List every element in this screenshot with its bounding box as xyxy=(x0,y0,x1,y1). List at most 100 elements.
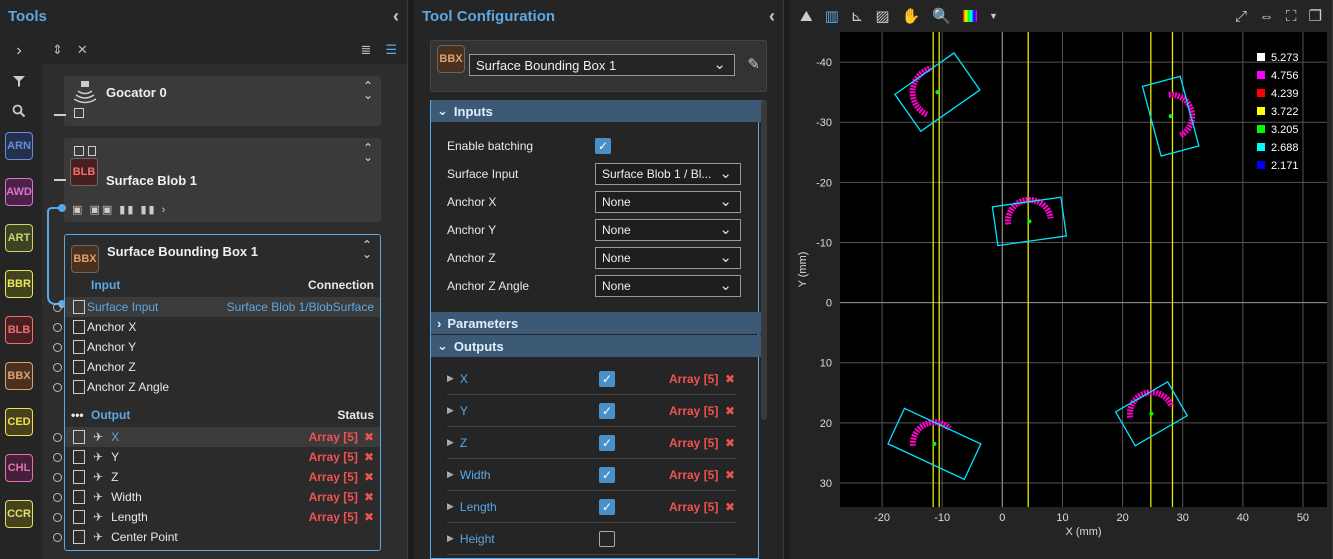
detail-view-icon[interactable]: ☰ xyxy=(385,42,397,57)
config-output-row[interactable]: ▶ Width ✓ Array [5] ✖ xyxy=(447,459,736,491)
tool-name-select[interactable]: Surface Bounding Box 1 xyxy=(469,54,735,76)
config-field-select[interactable]: None xyxy=(595,219,741,241)
output-enable-checkbox[interactable]: ✓ xyxy=(599,434,615,451)
expand-output-icon[interactable]: ▶ xyxy=(447,373,454,383)
expand-output-icon[interactable]: ▶ xyxy=(447,437,454,447)
tool-badge-bbr[interactable]: BBR xyxy=(5,270,33,298)
config-output-row[interactable]: ▶ Length ✓ Array [5] ✖ xyxy=(447,491,736,523)
fit-width-icon[interactable]: ⇔ xyxy=(1259,7,1275,25)
inputs-section-header[interactable]: ⌄ Inputs xyxy=(431,100,766,122)
output-enable-checkbox[interactable]: ✓ xyxy=(599,466,615,483)
image-view-icon[interactable]: ▨ xyxy=(875,8,890,25)
splitter-right[interactable] xyxy=(784,0,790,559)
blob-collapse-icon[interactable]: ⌃ ⌄ xyxy=(362,141,373,164)
node-input-row[interactable]: Anchor Z xyxy=(53,357,380,377)
output-enable-checkbox[interactable]: ✓ xyxy=(599,498,615,515)
tool-badge-ced[interactable]: CED xyxy=(5,408,33,436)
expand-output-icon[interactable]: ▶ xyxy=(447,533,454,543)
3d-view-icon[interactable]: ⛰ xyxy=(800,7,813,25)
node-output-name: Z xyxy=(111,470,119,484)
node-input-row[interactable]: Surface Input Surface Blob 1/BlobSurface xyxy=(53,297,380,317)
legend-swatch xyxy=(1257,161,1265,169)
pin-icon[interactable]: ✈ xyxy=(93,450,104,464)
pin-icon[interactable]: ✈ xyxy=(93,470,104,484)
pin-icon[interactable]: ✈ xyxy=(93,430,104,444)
profile-view-icon[interactable]: ⊾ xyxy=(850,8,864,25)
surface-blob-node[interactable]: BLB Surface Blob 1 ▣ ▣▣ ▮▮ ▮▮ › ⌃ ⌄ xyxy=(64,138,381,222)
config-field-select[interactable]: None xyxy=(595,275,741,297)
gocator-node[interactable]: Gocator 0 ⌃ ⌄ xyxy=(64,76,381,126)
tool-badge-ccr[interactable]: CCR xyxy=(5,500,33,528)
output-type-icon xyxy=(73,450,85,464)
splitter-left[interactable] xyxy=(408,0,414,559)
search-icon[interactable] xyxy=(0,96,38,126)
config-output-row[interactable]: ▶ Y ✓ Array [5] ✖ xyxy=(447,395,736,427)
outputs-section-header[interactable]: ⌄ Outputs xyxy=(431,335,766,357)
collapse-all-icon[interactable]: ✕ xyxy=(76,42,88,57)
legend-swatch xyxy=(1257,125,1265,133)
pin-icon[interactable]: ✈ xyxy=(93,490,104,504)
bounding-box-node[interactable]: BBX Surface Bounding Box 1 ⌃ ⌄ Input Conn… xyxy=(53,234,381,551)
edit-name-icon[interactable]: ✎ xyxy=(747,56,760,73)
blob-group[interactable] xyxy=(1141,75,1200,157)
config-field-select[interactable]: None xyxy=(595,247,741,269)
blob-group[interactable] xyxy=(991,195,1068,247)
expand-output-icon[interactable]: ▶ xyxy=(447,501,454,511)
output-enable-checkbox[interactable] xyxy=(599,530,615,547)
pin-icon[interactable]: ✈ xyxy=(93,530,104,544)
color-map-icon[interactable] xyxy=(962,10,977,22)
input-type-icon xyxy=(73,300,85,314)
fit-view-icon[interactable]: ⤢ xyxy=(1235,7,1248,25)
node-output-row[interactable]: ✈ Center Point xyxy=(53,527,380,547)
tool-badge-awd[interactable]: AWD xyxy=(5,178,33,206)
tool-badge-chl[interactable]: CHL xyxy=(5,454,33,482)
fullscreen-icon[interactable]: ⛶ xyxy=(1286,7,1297,25)
node-output-name: Length xyxy=(111,510,148,524)
gocator-collapse-icon[interactable]: ⌃ ⌄ xyxy=(362,79,373,102)
node-input-row[interactable]: Anchor Z Angle xyxy=(53,377,380,397)
node-input-row[interactable]: Anchor Y xyxy=(53,337,380,357)
tool-badge-arn[interactable]: ARN xyxy=(5,132,33,160)
node-output-row[interactable]: ✈ Z Array [5] ✖ xyxy=(53,467,380,487)
pin-icon[interactable]: ✈ xyxy=(93,510,104,524)
tools-panel: Tools ‹ › ARN AWD ART BBR BLB BBX CED CHL CCR ⇕ … xyxy=(0,0,408,559)
config-scrollbar[interactable] xyxy=(761,100,767,420)
collapse-config-icon[interactable]: ‹ xyxy=(769,5,775,26)
config-output-row[interactable]: ▶ Z ✓ Array [5] ✖ xyxy=(447,427,736,459)
config-field-select[interactable]: None xyxy=(595,191,741,213)
blob-group[interactable] xyxy=(1114,380,1189,447)
output-enable-checkbox[interactable]: ✓ xyxy=(599,402,615,419)
filter-icon[interactable] xyxy=(0,66,38,96)
node-output-row[interactable]: ✈ Width Array [5] ✖ xyxy=(53,487,380,507)
list-view-icon[interactable]: ≣ xyxy=(360,42,372,57)
expand-output-icon[interactable]: ▶ xyxy=(447,469,454,479)
popout-icon[interactable]: ❐ xyxy=(1308,8,1322,25)
blob-group[interactable] xyxy=(887,407,982,481)
output-enable-checkbox[interactable]: ✓ xyxy=(599,370,615,387)
bounding-box xyxy=(1141,75,1200,157)
config-field-row: Anchor Z Angle None xyxy=(447,274,741,298)
surface-plot[interactable]: -20 -10 0 10 20 30 40 50 -40 -30 -20 -10 0 10 20 30 X (m… xyxy=(790,32,1331,557)
tool-badge-bbx[interactable]: BBX xyxy=(5,362,33,390)
tool-badge-art[interactable]: ART xyxy=(5,224,33,252)
node-input-row[interactable]: Anchor X xyxy=(53,317,380,337)
expand-palette-icon[interactable]: › xyxy=(16,42,22,59)
node-output-row[interactable]: ✈ X Array [5] ✖ xyxy=(53,427,380,447)
top-view-icon[interactable]: ▥ xyxy=(824,8,839,25)
color-map-dropdown-icon[interactable]: ▼ xyxy=(988,11,998,21)
expand-output-icon[interactable]: ▶ xyxy=(447,405,454,415)
blob-group[interactable] xyxy=(894,51,981,133)
tool-badge-blb[interactable]: BLB xyxy=(5,316,33,344)
pan-hand-icon[interactable]: ✋ xyxy=(901,8,921,25)
expand-all-icon[interactable]: ⇕ xyxy=(52,42,63,57)
collapse-tools-icon[interactable]: ‹ xyxy=(393,5,399,26)
config-output-row[interactable]: ▶ Height xyxy=(447,523,736,555)
enable-batching-checkbox[interactable]: ✓ xyxy=(595,138,611,154)
zoom-icon[interactable]: 🔍 xyxy=(932,8,951,25)
node-output-row[interactable]: ✈ Length Array [5] ✖ xyxy=(53,507,380,527)
node-output-row[interactable]: ✈ Y Array [5] ✖ xyxy=(53,447,380,467)
config-field-select[interactable]: Surface Blob 1 / Bl... xyxy=(595,163,741,185)
bbox-collapse-icon[interactable]: ⌃ ⌄ xyxy=(361,238,372,261)
config-output-row[interactable]: ▶ X ✓ Array [5] ✖ xyxy=(447,363,736,395)
parameters-section-header[interactable]: › Parameters xyxy=(431,312,766,334)
